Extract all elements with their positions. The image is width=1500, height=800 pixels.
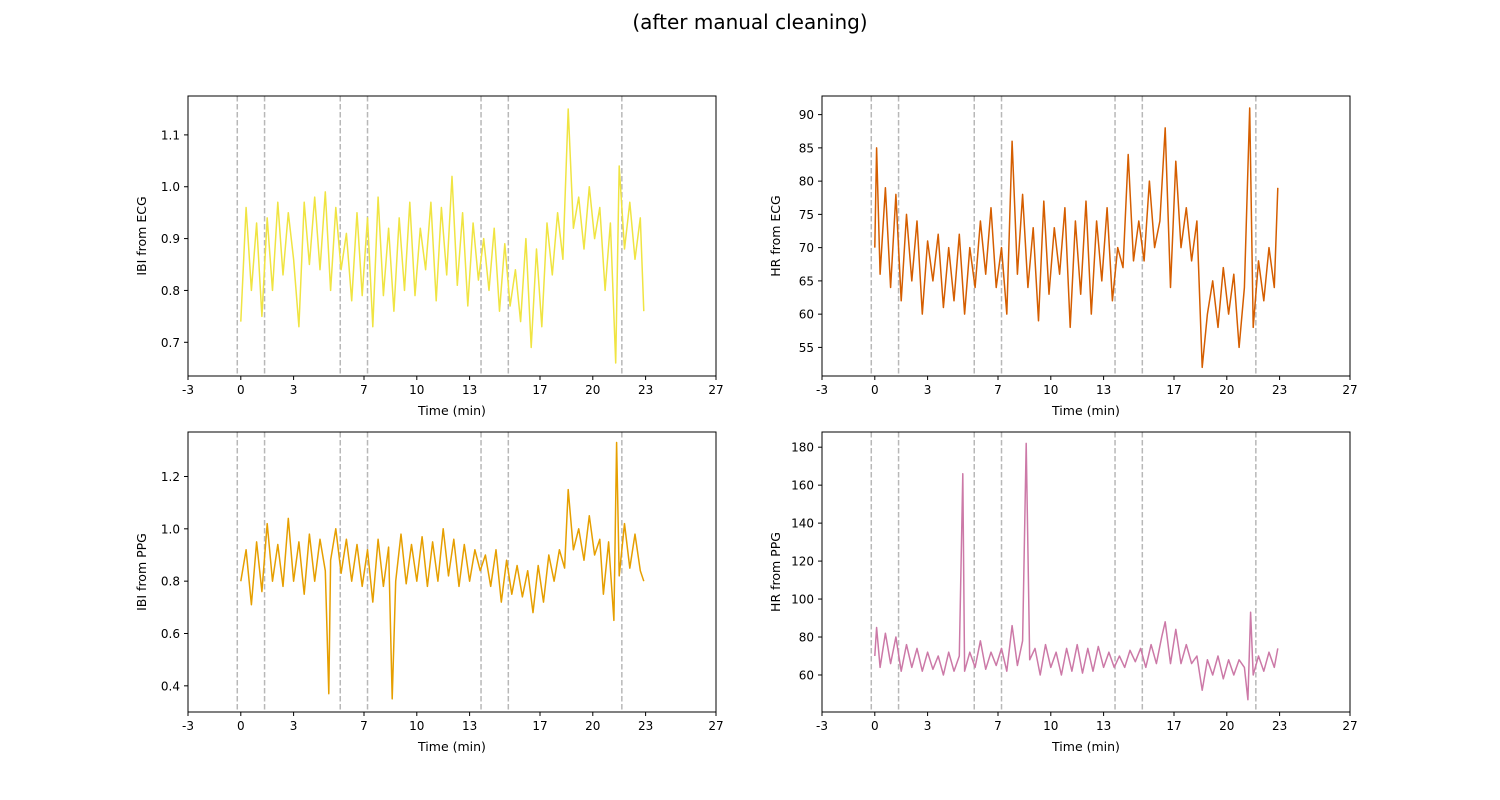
x-tick-label: 0 <box>237 719 245 733</box>
y-tick-label: 0.6 <box>161 627 180 641</box>
x-tick-label: 7 <box>994 383 1002 397</box>
x-tick-label: 7 <box>360 383 368 397</box>
y-tick-label: 90 <box>799 108 814 122</box>
chart-hr-ecg: -3 0 3 7 10 13 17 20 23 27 55 60 65 70 75 80 85 90 Time (m… <box>768 95 1358 418</box>
y-tick-label: 80 <box>799 175 814 189</box>
x-tick-label: 13 <box>1096 719 1111 733</box>
x-tick-label: 17 <box>1166 719 1181 733</box>
x-tick-label: -3 <box>182 383 194 397</box>
x-tick-label: 13 <box>462 383 477 397</box>
y-axis-label: HR from PPG <box>768 532 783 612</box>
y-tick-label: 60 <box>799 308 814 322</box>
x-tick-label: -3 <box>816 719 828 733</box>
figure-title: (after manual cleaning) <box>632 10 868 34</box>
y-tick-label: 0.7 <box>161 336 180 350</box>
plot-frame <box>821 431 1351 713</box>
x-tick-label: 17 <box>1166 383 1181 397</box>
x-tick-label: 23 <box>638 719 653 733</box>
y-tick-label: 80 <box>799 631 814 645</box>
y-tick-label: 1.2 <box>161 470 180 484</box>
y-tick-label: 1.0 <box>161 180 180 194</box>
x-tick-label: 17 <box>532 383 547 397</box>
y-tick-label: 55 <box>799 341 814 355</box>
x-tick-label: 17 <box>532 719 547 733</box>
plot-frame <box>187 95 717 377</box>
x-tick-label: 7 <box>360 719 368 733</box>
y-tick-label: 0.8 <box>161 575 180 589</box>
x-tick-label: 13 <box>462 719 477 733</box>
x-axis-label: Time (min) <box>1051 739 1120 754</box>
x-tick-label: 20 <box>1219 719 1234 733</box>
y-tick-label: 65 <box>799 274 814 288</box>
x-axis-label: Time (min) <box>1051 403 1120 418</box>
y-axis-label: IBI from ECG <box>134 196 149 275</box>
x-axis-label: Time (min) <box>417 739 486 754</box>
y-tick-label: 180 <box>791 441 814 455</box>
series-line <box>240 108 645 364</box>
y-tick-label: 0.9 <box>161 232 180 246</box>
x-tick-label: 27 <box>1342 719 1357 733</box>
y-tick-label: 0.8 <box>161 284 180 298</box>
series-line <box>874 442 1279 701</box>
y-axis-label: IBI from PPG <box>134 533 149 611</box>
x-tick-label: -3 <box>182 719 194 733</box>
y-tick-label: 60 <box>799 668 814 682</box>
y-tick-label: 85 <box>799 141 814 155</box>
x-tick-label: 23 <box>638 383 653 397</box>
chart-hr-ppg: -3 0 3 7 10 13 17 20 23 27 60 80 100 120 140 160 180 Time… <box>768 431 1358 754</box>
x-tick-label: 20 <box>585 383 600 397</box>
plot-frame <box>187 431 717 713</box>
x-tick-label: 10 <box>1043 719 1058 733</box>
x-tick-label: 23 <box>1272 383 1287 397</box>
x-tick-label: 10 <box>409 719 424 733</box>
y-tick-label: 120 <box>791 555 814 569</box>
y-axis-label: HR from ECG <box>768 195 783 276</box>
x-tick-label: 0 <box>871 719 879 733</box>
series-line <box>874 107 1279 369</box>
y-tick-label: 1.0 <box>161 522 180 536</box>
y-tick-label: 0.4 <box>161 679 180 693</box>
x-tick-label: 3 <box>290 383 298 397</box>
y-tick-label: 1.1 <box>161 128 180 142</box>
x-tick-label: 13 <box>1096 383 1111 397</box>
x-tick-label: 0 <box>871 383 879 397</box>
chart-ibi-ppg: -3 0 3 7 10 13 17 20 23 27 0.4 0.6 0.8 1.0 1.2 Time (mi… <box>134 431 724 754</box>
y-tick-label: 70 <box>799 241 814 255</box>
x-tick-label: 27 <box>708 383 723 397</box>
y-tick-label: 160 <box>791 479 814 493</box>
series-line <box>240 441 645 700</box>
x-tick-label: 3 <box>924 383 932 397</box>
y-tick-label: 140 <box>791 517 814 531</box>
x-tick-label: 23 <box>1272 719 1287 733</box>
y-tick-label: 75 <box>799 208 814 222</box>
x-tick-label: 27 <box>708 719 723 733</box>
x-axis-label: Time (min) <box>417 403 486 418</box>
x-tick-label: 7 <box>994 719 1002 733</box>
plot-frame <box>821 95 1351 377</box>
x-tick-label: 0 <box>237 383 245 397</box>
x-tick-label: 10 <box>409 383 424 397</box>
y-tick-label: 100 <box>791 593 814 607</box>
x-tick-label: 10 <box>1043 383 1058 397</box>
x-tick-label: 3 <box>290 719 298 733</box>
chart-ibi-ecg: -3 0 3 7 10 13 17 20 23 27 0.7 0.8 0.9 1.0 1.1 Time (mi… <box>134 95 724 418</box>
x-tick-label: 20 <box>585 719 600 733</box>
x-tick-label: 27 <box>1342 383 1357 397</box>
x-tick-label: 20 <box>1219 383 1234 397</box>
x-tick-label: 3 <box>924 719 932 733</box>
x-tick-label: -3 <box>816 383 828 397</box>
